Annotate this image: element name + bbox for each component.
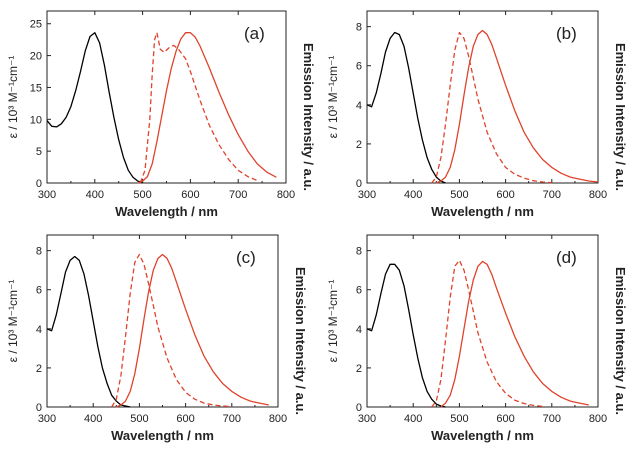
x-tick-label: 800: [269, 413, 287, 425]
series-line-dashed: [431, 259, 543, 408]
x-tick-label: 400: [404, 189, 422, 201]
y-tick-label: 0: [36, 178, 42, 190]
chart-panel: 300 400 500 600 700 800 0 2 4 6 8 (c) Wavelength / n…: [6, 234, 308, 443]
x-tick-label: 400: [84, 413, 102, 425]
y-tick-label: 2: [356, 139, 362, 151]
series-line-dashed: [139, 32, 258, 184]
x-tick-label: 500: [130, 413, 148, 425]
y-tick-label: 8: [356, 22, 362, 34]
x-tick-label: 700: [543, 189, 561, 201]
series-line-emission: [440, 260, 589, 408]
y-tick-label: 0: [356, 402, 362, 414]
y-tick-label: 4: [36, 324, 42, 336]
panel-label: (b): [556, 24, 577, 43]
y-axis-label-left: ε / 10³ M⁻¹cm⁻¹: [6, 280, 20, 363]
x-tick-label: 600: [181, 189, 199, 201]
x-tick-label: 400: [404, 413, 422, 425]
chart-panel: 300 400 500 600 700 800 0 2 4 6 8 (b) Wavelength / n…: [326, 10, 628, 219]
series-line-emission: [137, 32, 277, 184]
y-axis-label-right: Emission Intensity / a.u.: [613, 267, 628, 415]
x-tick-label: 800: [589, 189, 607, 201]
series-line-emission: [116, 253, 269, 408]
x-tick-label: 600: [496, 413, 514, 425]
x-axis-label: Wavelength / nm: [111, 428, 214, 443]
y-tick-label: 2: [356, 363, 362, 375]
y-tick-label: 10: [30, 114, 42, 126]
series-line-emission: [436, 29, 599, 184]
y-tick-label: 6: [356, 285, 362, 297]
x-axis-label: Wavelength / nm: [431, 204, 534, 219]
series-line-absorption: [366, 31, 446, 184]
series-line-absorption: [366, 263, 446, 408]
y-axis-label-right: Emission Intensity / a.u.: [293, 267, 308, 415]
x-tick-label: 500: [133, 189, 151, 201]
y-tick-label: 8: [356, 246, 362, 258]
y-axis-label-left: ε / 10³ M⁻¹cm⁻¹: [6, 56, 20, 139]
series-line-dashed: [431, 31, 552, 184]
x-tick-label: 400: [86, 189, 104, 201]
x-tick-label: 300: [358, 413, 376, 425]
y-tick-label: 4: [356, 100, 362, 112]
x-axis-label: Wavelength / nm: [431, 428, 534, 443]
y-axis-label-left: ε / 10³ M⁻¹cm⁻¹: [326, 56, 340, 139]
y-tick-label: 2: [36, 363, 42, 375]
y-tick-label: 15: [30, 82, 42, 94]
x-tick-label: 500: [450, 413, 468, 425]
y-tick-label: 5: [36, 146, 42, 158]
panel-label: (c): [236, 248, 256, 267]
x-tick-label: 600: [496, 189, 514, 201]
series-line-dashed: [111, 253, 232, 408]
y-tick-label: 0: [356, 178, 362, 190]
x-tick-label: 800: [589, 413, 607, 425]
panel-label: (d): [556, 248, 577, 267]
y-tick-label: 6: [36, 285, 42, 297]
series-line-absorption: [46, 32, 143, 184]
y-tick-label: 20: [30, 51, 42, 63]
x-tick-label: 300: [38, 413, 56, 425]
y-axis-label-right: Emission Intensity / a.u.: [301, 43, 316, 191]
chart-panel: 300 400 500 600 700 800 0 2 4 6 8 (d) Wavelength / n…: [326, 234, 628, 443]
y-tick-label: 8: [36, 246, 42, 258]
panel-label: (a): [244, 24, 265, 43]
x-axis-label: Wavelength / nm: [115, 204, 218, 219]
x-tick-label: 800: [277, 189, 295, 201]
series-line-absorption: [46, 255, 131, 408]
y-tick-label: 25: [30, 19, 42, 31]
x-tick-label: 300: [38, 189, 56, 201]
x-tick-label: 700: [543, 413, 561, 425]
x-tick-label: 700: [229, 189, 247, 201]
x-tick-label: 700: [223, 413, 241, 425]
x-tick-label: 300: [358, 189, 376, 201]
x-tick-label: 500: [450, 189, 468, 201]
y-tick-label: 4: [356, 324, 362, 336]
chart-panel: 300 400 500 600 700 800 0 5 10 15 20 25 (a) Wavelengt…: [6, 10, 316, 219]
y-axis-label-left: ε / 10³ M⁻¹cm⁻¹: [326, 280, 340, 363]
x-tick-label: 600: [176, 413, 194, 425]
y-axis-label-right: Emission Intensity / a.u.: [613, 43, 628, 191]
y-tick-label: 0: [36, 402, 42, 414]
y-tick-label: 6: [356, 61, 362, 73]
